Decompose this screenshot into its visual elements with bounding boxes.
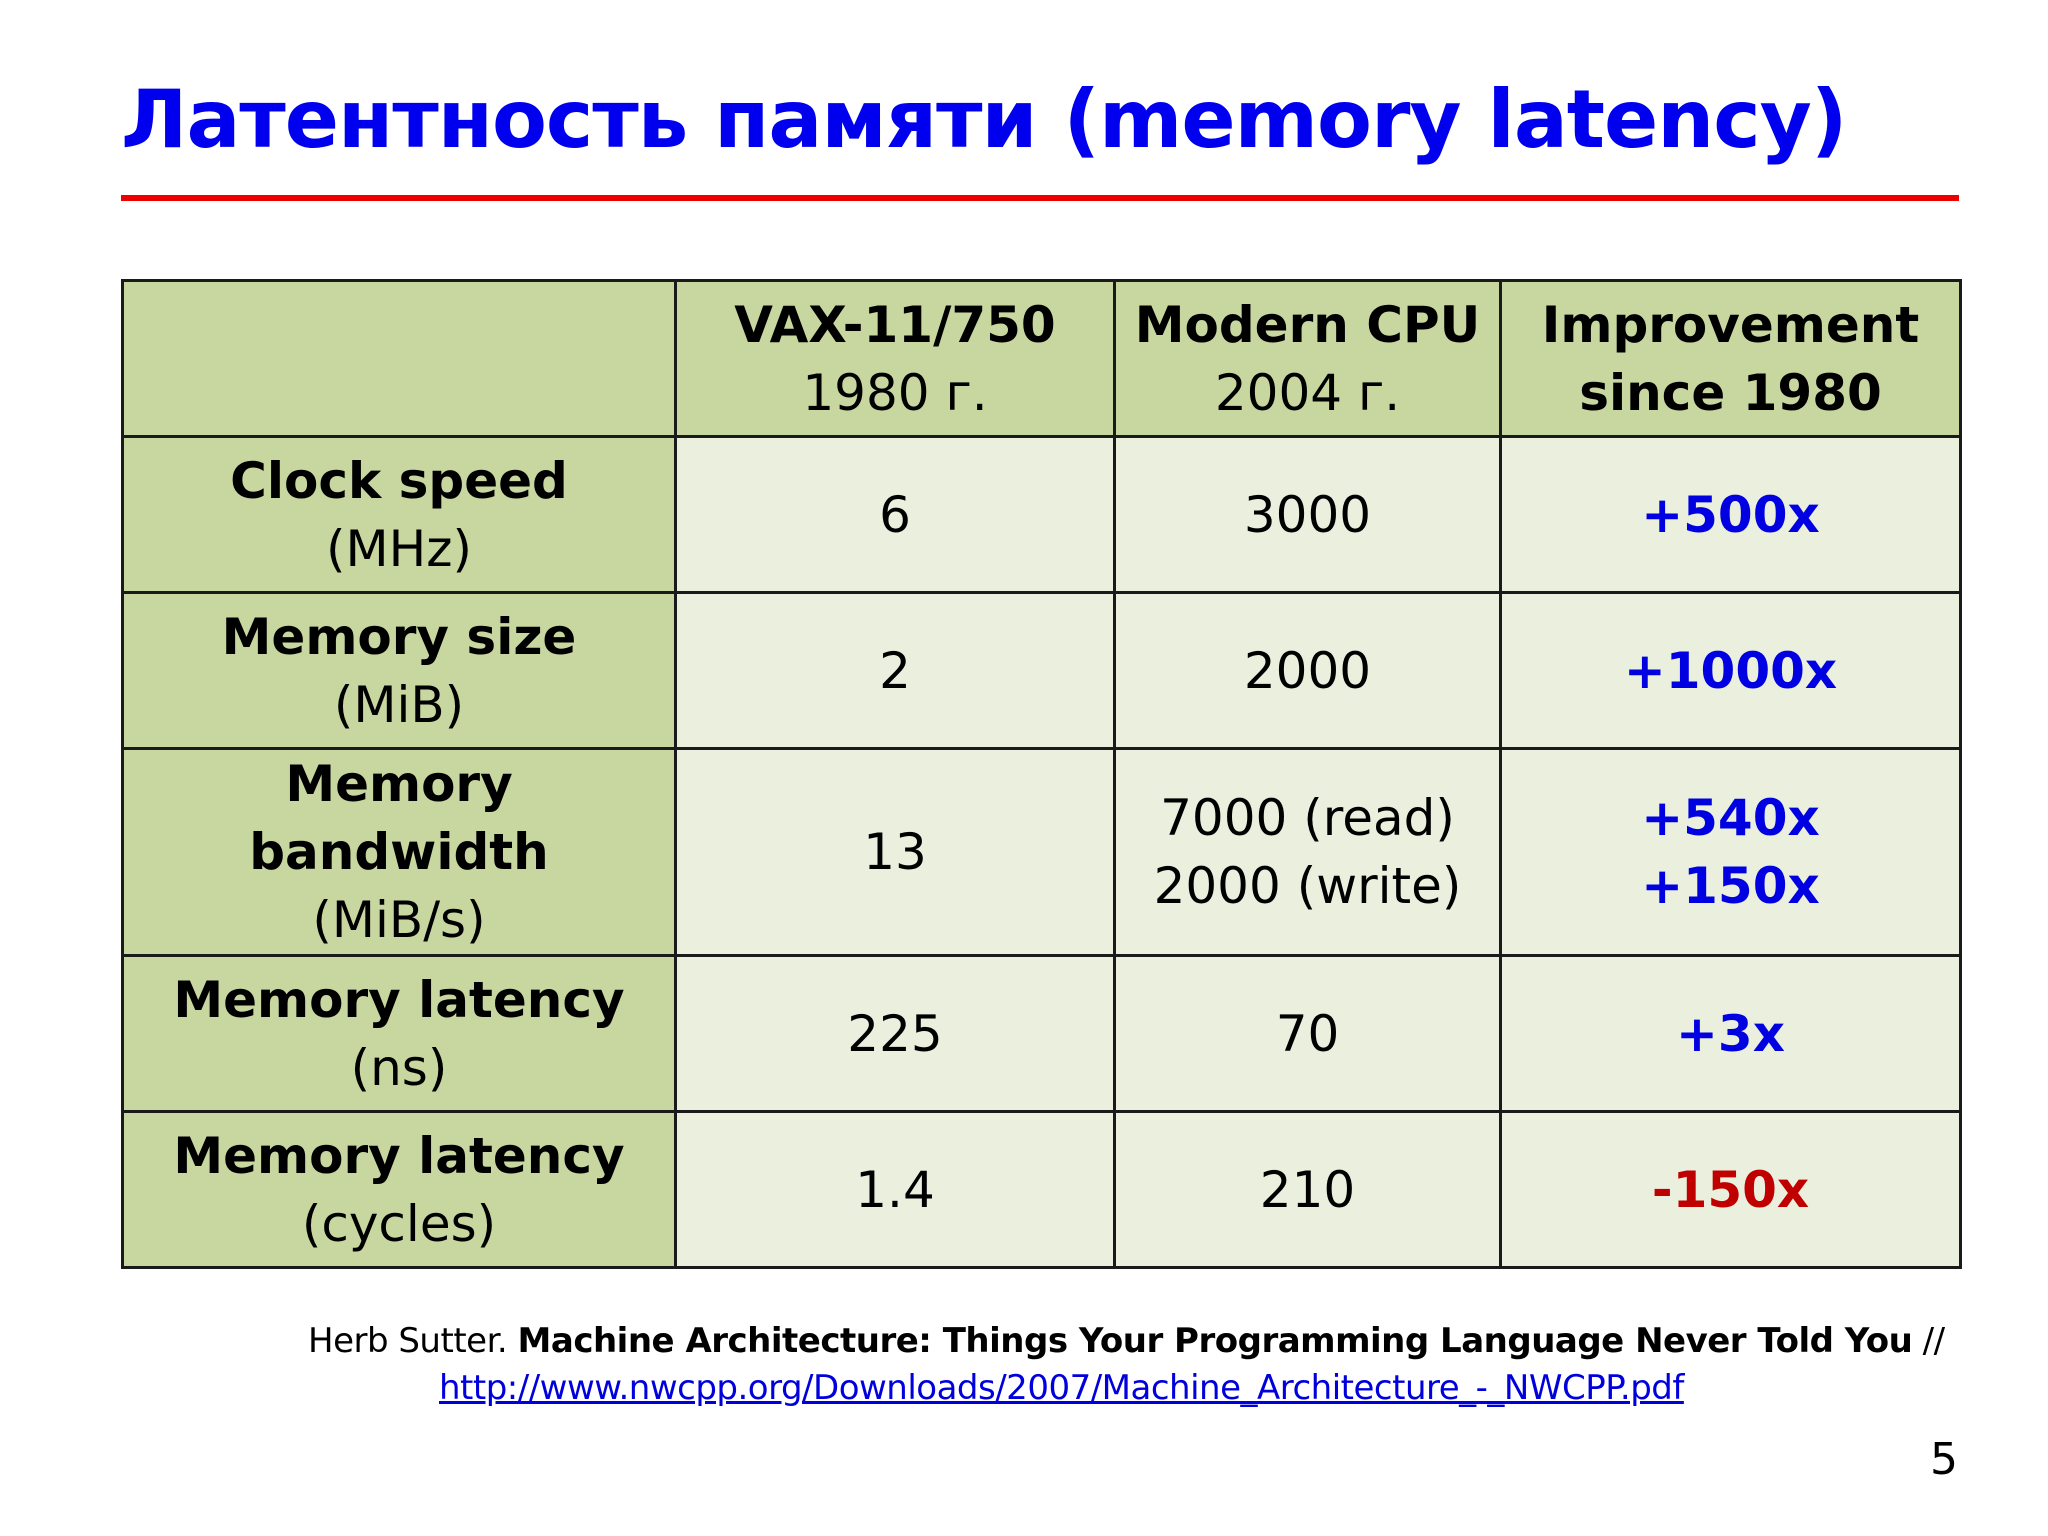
table-row: Memory bandwidth (MiB/s) 13 7000 (read) … <box>121 747 1962 957</box>
modern-value: 70 <box>1113 954 1502 1113</box>
improvement-value: +540x +150x <box>1499 747 1962 957</box>
row-label: Memory size <box>221 607 577 666</box>
improvement-value-line1: +3x <box>1676 1004 1785 1063</box>
title-underline <box>121 195 1959 201</box>
improvement-value: +3x <box>1499 954 1962 1113</box>
row-unit: (MiB/s) <box>312 891 486 949</box>
header-improvement: Improvement since 1980 <box>1499 279 1962 438</box>
page-number: 5 <box>1930 1434 1958 1485</box>
row-label-cell: Memory latency (ns) <box>121 954 677 1113</box>
improvement-value: +500x <box>1499 435 1962 594</box>
improvement-value: +1000x <box>1499 591 1962 750</box>
table-row: Memory latency (ns) 225 70 +3x <box>121 954 1962 1113</box>
reference-work-title: Machine Architecture: Things Your Progra… <box>517 1321 1913 1361</box>
modern-value: 2000 <box>1113 591 1502 750</box>
header-vax-year: 1980 г. <box>802 363 988 422</box>
header-empty-cell <box>121 279 677 438</box>
reference-citation: Herb Sutter. Machine Architecture: Thing… <box>308 1318 1945 1364</box>
vax-value: 6 <box>674 435 1116 594</box>
row-label: Memory latency <box>173 970 625 1029</box>
improvement-value-line1: +500x <box>1641 485 1820 544</box>
row-unit: (MiB) <box>333 675 465 734</box>
improvement-value: -150x <box>1499 1110 1962 1269</box>
row-label: Memory latency <box>173 1126 625 1185</box>
modern-value-line1: 70 <box>1275 1004 1340 1063</box>
row-unit: (MHz) <box>326 519 472 578</box>
row-label: Memory bandwidth <box>249 755 549 881</box>
header-vax-name: VAX-11/750 <box>734 295 1056 354</box>
row-unit: (cycles) <box>301 1194 497 1253</box>
improvement-value-line2: +150x <box>1641 857 1820 915</box>
reference-author: Herb Sutter. <box>308 1321 508 1361</box>
header-modern: Modern CPU 2004 г. <box>1113 279 1502 438</box>
reference-separator: // <box>1922 1321 1945 1361</box>
row-label-cell: Memory size (MiB) <box>121 591 677 750</box>
vax-value: 13 <box>674 747 1116 957</box>
table-row: Clock speed (MHz) 6 3000 +500x <box>121 435 1962 594</box>
modern-value-line1: 7000 (read) <box>1160 789 1455 847</box>
improvement-value-line1: -150x <box>1651 1160 1810 1219</box>
reference-link[interactable]: http://www.nwcpp.org/Downloads/2007/Mach… <box>439 1368 1684 1408</box>
improvement-value-line1: +540x <box>1641 789 1820 847</box>
modern-value-line1: 3000 <box>1243 485 1372 544</box>
row-label-cell: Memory bandwidth (MiB/s) <box>121 747 677 957</box>
row-label: Clock speed <box>230 451 568 510</box>
row-unit: (ns) <box>350 1038 448 1097</box>
modern-value-line1: 210 <box>1259 1160 1356 1219</box>
comparison-table: VAX-11/750 1980 г. Modern CPU 2004 г. Im… <box>121 279 1962 1269</box>
modern-value: 3000 <box>1113 435 1502 594</box>
vax-value: 2 <box>674 591 1116 750</box>
header-improvement-line2: since 1980 <box>1579 363 1882 422</box>
improvement-value-line1: +1000x <box>1623 641 1838 700</box>
vax-value: 225 <box>674 954 1116 1113</box>
modern-value-line1: 2000 <box>1243 641 1372 700</box>
row-label-cell: Memory latency (cycles) <box>121 1110 677 1269</box>
header-vax: VAX-11/750 1980 г. <box>674 279 1116 438</box>
slide-title: Латентность памяти (memory latency) <box>121 73 1847 166</box>
table-row: Memory size (MiB) 2 2000 +1000x <box>121 591 1962 750</box>
header-modern-name: Modern CPU <box>1134 295 1481 354</box>
header-improvement-line1: Improvement <box>1541 295 1920 354</box>
table-row: Memory latency (cycles) 1.4 210 -150x <box>121 1110 1962 1269</box>
table-header-row: VAX-11/750 1980 г. Modern CPU 2004 г. Im… <box>121 279 1962 438</box>
modern-value-line2: 2000 (write) <box>1153 857 1462 915</box>
header-modern-year: 2004 г. <box>1214 363 1401 422</box>
row-label-cell: Clock speed (MHz) <box>121 435 677 594</box>
modern-value: 7000 (read) 2000 (write) <box>1113 747 1502 957</box>
modern-value: 210 <box>1113 1110 1502 1269</box>
vax-value: 1.4 <box>674 1110 1116 1269</box>
